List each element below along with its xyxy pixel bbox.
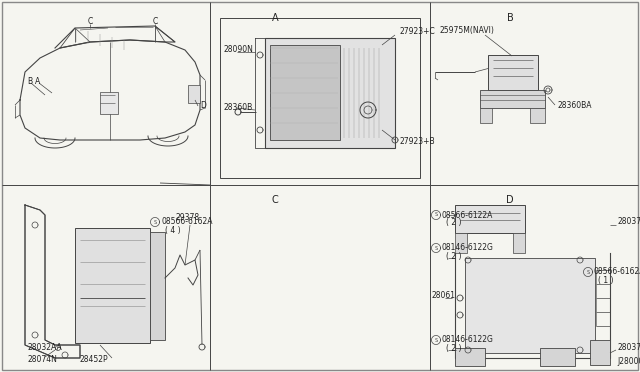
Text: 08566-6122A: 08566-6122A: [442, 211, 493, 219]
Bar: [75, 228, 150, 343]
Text: S: S: [435, 212, 438, 218]
Text: A: A: [35, 77, 40, 87]
Polygon shape: [255, 38, 265, 148]
Text: 08566-6162A: 08566-6162A: [594, 267, 640, 276]
Bar: [265, 38, 395, 148]
Bar: [100, 92, 118, 114]
Text: 28037+B: 28037+B: [617, 218, 640, 227]
Text: A: A: [272, 13, 278, 23]
Text: 29378: 29378: [175, 214, 199, 222]
Bar: [465, 258, 595, 353]
Bar: [480, 90, 545, 108]
Bar: [480, 108, 492, 123]
Bar: [455, 348, 485, 366]
Polygon shape: [546, 88, 550, 92]
Polygon shape: [25, 205, 80, 358]
Text: 08566-6162A: 08566-6162A: [161, 218, 212, 227]
Text: C: C: [88, 17, 93, 26]
Text: ( 2 ): ( 2 ): [446, 218, 461, 228]
Text: 28037+A: 28037+A: [617, 343, 640, 353]
Text: 28032AA: 28032AA: [27, 343, 61, 353]
Text: C: C: [271, 195, 278, 205]
Text: D: D: [506, 195, 514, 205]
Bar: [488, 55, 538, 90]
Text: 08146-6122G: 08146-6122G: [442, 336, 494, 344]
Text: 28360BA: 28360BA: [558, 100, 593, 109]
Text: S: S: [435, 337, 438, 343]
Bar: [270, 45, 340, 140]
Text: 27923+B: 27923+B: [400, 138, 436, 147]
Text: ( 2 ): ( 2 ): [446, 343, 461, 353]
Bar: [513, 233, 525, 253]
Text: 28061: 28061: [432, 291, 456, 299]
Text: 28360B: 28360B: [223, 103, 252, 112]
Bar: [590, 340, 610, 365]
Text: 28090N: 28090N: [223, 45, 253, 55]
Bar: [455, 233, 467, 253]
Bar: [220, 18, 420, 178]
Text: B: B: [27, 77, 32, 87]
Text: ( 1 ): ( 1 ): [598, 276, 614, 285]
Bar: [540, 348, 575, 366]
Text: 28452P: 28452P: [80, 356, 109, 365]
Text: B: B: [507, 13, 513, 23]
Bar: [150, 232, 165, 340]
Text: 25975M(NAVI): 25975M(NAVI): [440, 26, 495, 35]
Bar: [188, 85, 200, 103]
Text: S: S: [435, 246, 438, 250]
Text: 27923+C: 27923+C: [400, 28, 436, 36]
Text: 28074N: 28074N: [27, 356, 57, 365]
Text: 08146-6122G: 08146-6122G: [442, 244, 494, 253]
Text: ( 4 ): ( 4 ): [165, 225, 180, 234]
Text: J28000G7: J28000G7: [617, 357, 640, 366]
Text: ( 2 ): ( 2 ): [446, 253, 461, 262]
Text: S: S: [154, 219, 157, 224]
Text: S: S: [586, 269, 589, 275]
Bar: [455, 205, 525, 233]
Text: D: D: [200, 100, 206, 109]
Bar: [530, 108, 545, 123]
Text: C: C: [152, 17, 157, 26]
